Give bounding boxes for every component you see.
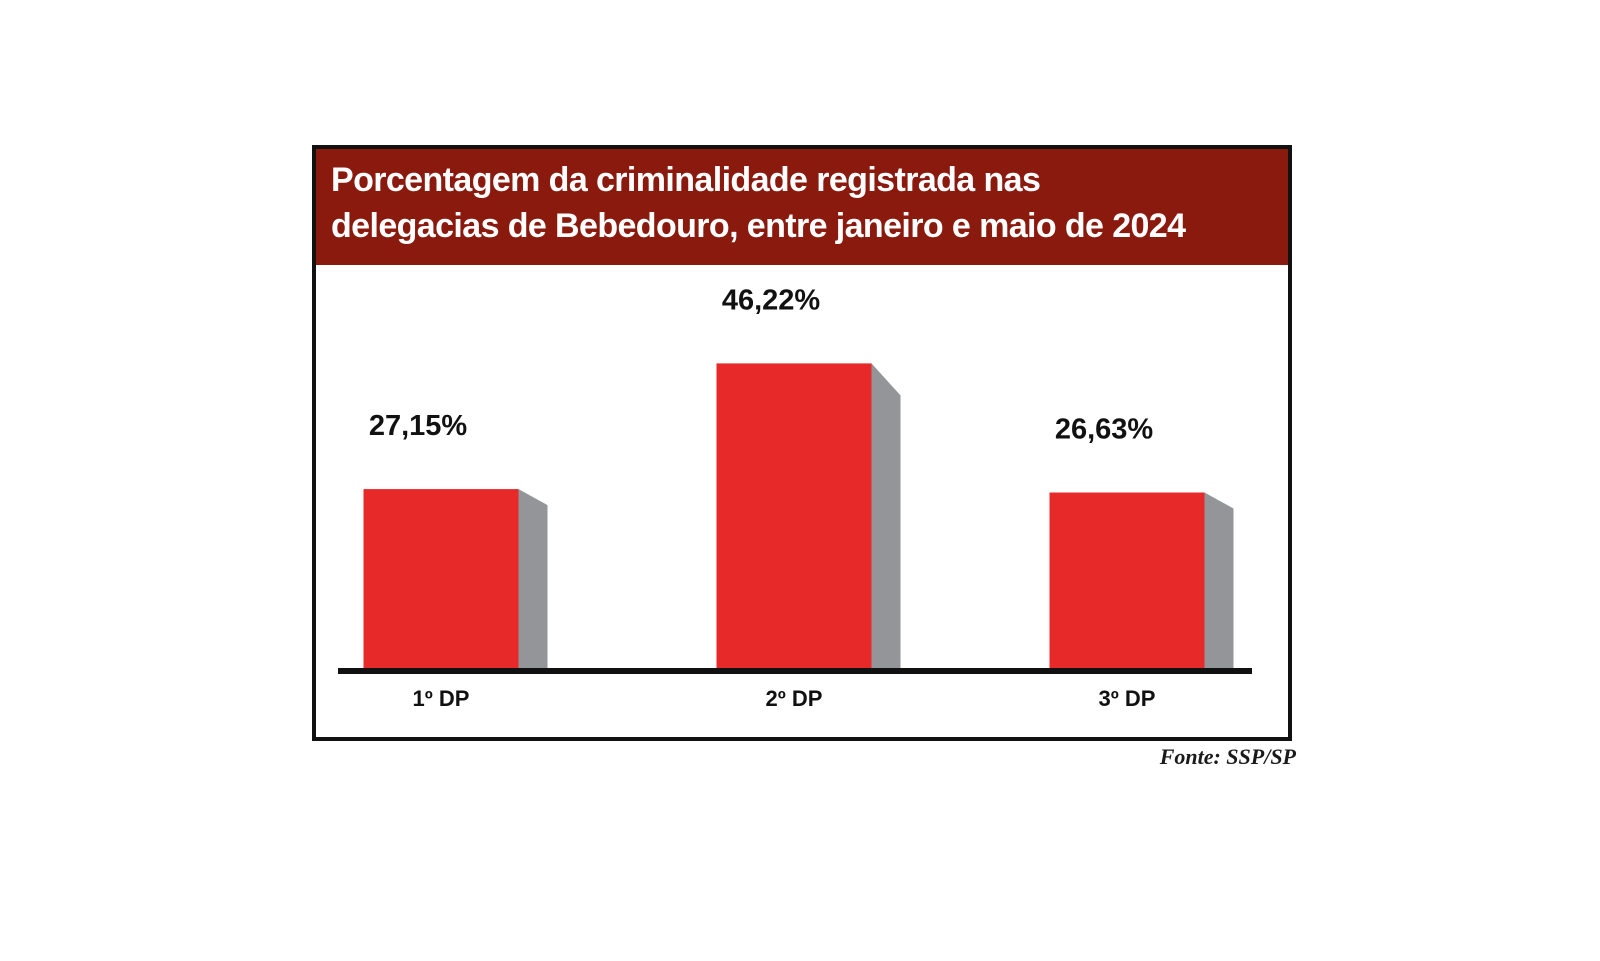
- value-label-3: 26,63%: [1055, 414, 1154, 446]
- category-label-3: 3º DP: [1099, 686, 1156, 711]
- bar-3: [1049, 492, 1205, 668]
- bar-2: [716, 363, 872, 668]
- category-label-2: 2º DP: [766, 686, 823, 711]
- bar-side-1: [518, 489, 548, 668]
- value-label-2: 46,22%: [722, 284, 821, 316]
- chart-frame: Porcentagem da criminalidade registrada …: [312, 145, 1292, 741]
- bar-1: [363, 489, 519, 668]
- bar-side-2: [871, 363, 901, 668]
- category-label-1: 1º DP: [413, 686, 470, 711]
- bar-side-3: [1204, 492, 1234, 668]
- source-note: Fonte: SSP/SP: [1159, 744, 1296, 769]
- bar-chart: 27,15% 1º DP 46,22% 2º DP 26,63% 3º DP: [338, 284, 1252, 711]
- plot-area: 27,15% 1º DP 46,22% 2º DP 26,63% 3º DP: [316, 265, 1288, 737]
- chart-header: Porcentagem da criminalidade registrada …: [316, 149, 1288, 265]
- value-label-1: 27,15%: [369, 410, 468, 442]
- chart-title: Porcentagem da criminalidade registrada …: [331, 161, 1186, 245]
